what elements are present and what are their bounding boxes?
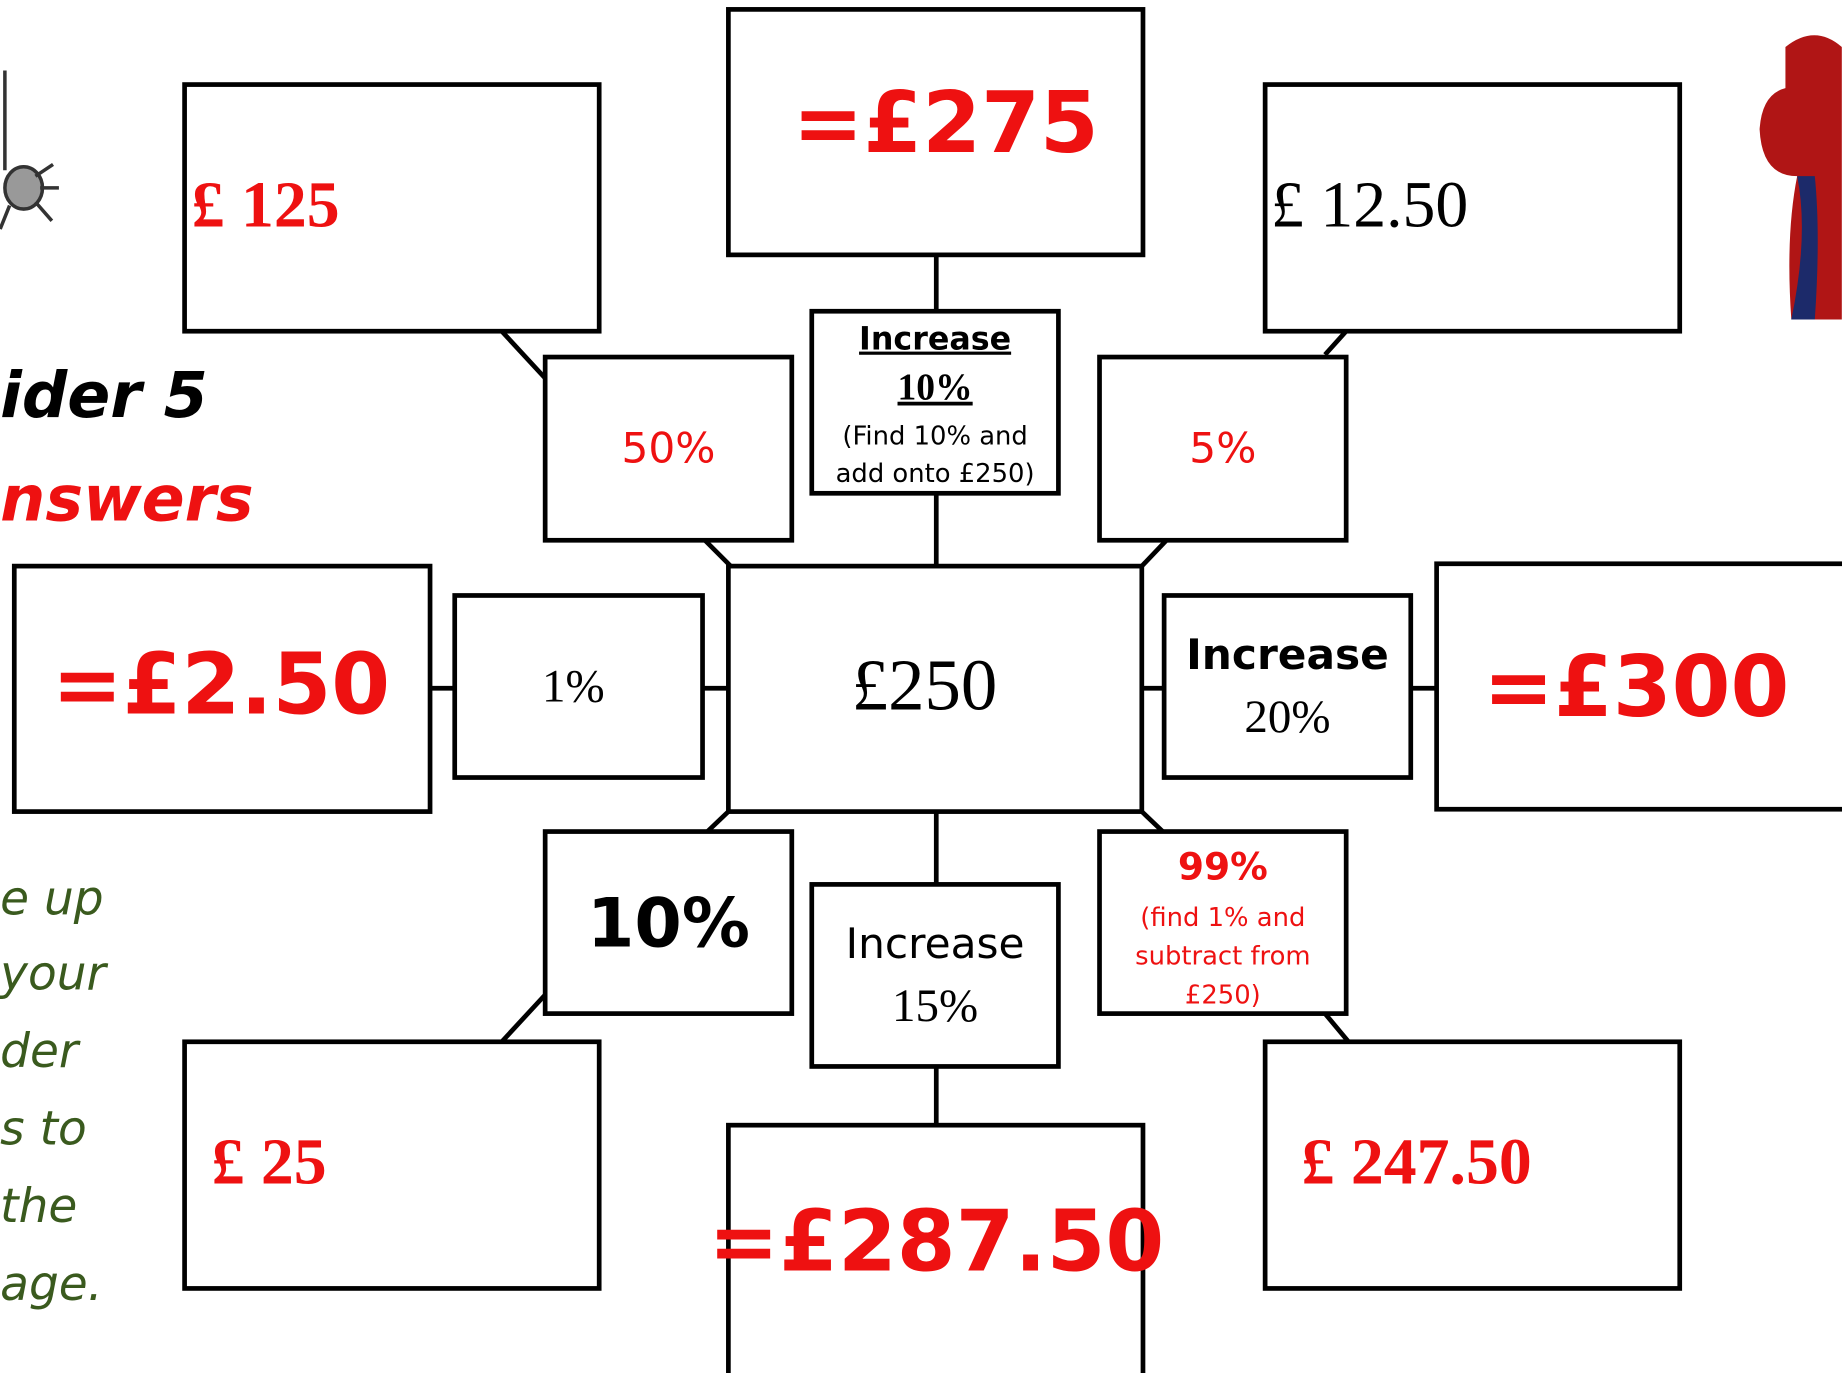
operation-note: (Find 10% and	[842, 421, 1027, 451]
operation: 50%	[622, 424, 716, 473]
operation: 10%	[587, 884, 750, 963]
answer: =£287.50	[708, 1192, 1164, 1290]
operation: 5%	[1189, 424, 1256, 473]
center-value: £250	[852, 645, 998, 726]
instruction: s to	[0, 1102, 87, 1157]
title: ider 5	[0, 358, 208, 432]
instruction: age.	[0, 1257, 102, 1312]
operation: 15%	[892, 980, 978, 1032]
instruction: your	[0, 947, 108, 1002]
operation: 20%	[1244, 691, 1330, 743]
operation-box	[812, 884, 1059, 1066]
operation-box	[1164, 595, 1411, 777]
operation: Increase	[1186, 630, 1389, 679]
operation-note: (find 1% and	[1140, 903, 1305, 933]
instruction: der	[0, 1024, 81, 1079]
subtitle: nswers	[0, 461, 253, 535]
operation: 10%	[898, 368, 973, 409]
hero-image	[1760, 35, 1842, 319]
operation-note: subtract from	[1135, 942, 1310, 972]
answer: £ 247.50	[1302, 1126, 1532, 1199]
spider-diagram: ider 5 nswers e up your der s to the age…	[0, 0, 1842, 1373]
answer: £ 125	[192, 169, 340, 242]
answer: £ 25	[212, 1126, 327, 1199]
operation: Increase	[846, 919, 1025, 968]
answer: =£2.50	[52, 636, 390, 734]
answer: =£275	[793, 74, 1099, 172]
operation-note: add onto £250)	[836, 459, 1035, 489]
operation: 1%	[542, 660, 605, 712]
operation: 99%	[1178, 845, 1268, 889]
operation-note: £250)	[1185, 980, 1261, 1010]
answer: =£300	[1483, 638, 1789, 736]
operation: Increase	[859, 322, 1011, 358]
spider-icon	[0, 70, 59, 229]
answer: £ 12.50	[1271, 169, 1468, 242]
instruction: the	[0, 1179, 77, 1234]
instruction: e up	[0, 872, 103, 927]
